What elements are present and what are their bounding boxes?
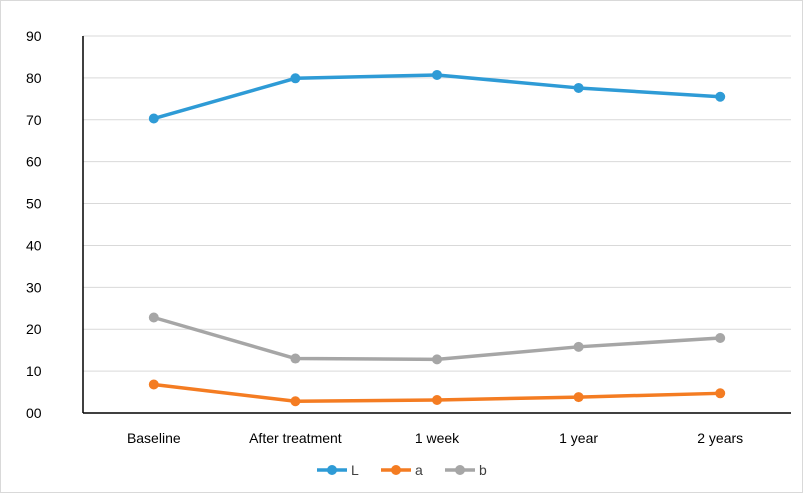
series-L [148, 69, 726, 124]
x-tick-label: 1 year [559, 430, 598, 446]
axes [82, 36, 791, 414]
legend-item-a: a [381, 462, 423, 478]
data-point-L [573, 82, 584, 93]
y-tick-labels: 00 10 20 30 40 50 60 70 80 90 [26, 28, 42, 421]
legend-swatch-marker [391, 465, 401, 475]
series-b [148, 312, 726, 365]
x-tick-label: After treatment [249, 430, 342, 446]
x-tick-label: Baseline [127, 430, 181, 446]
data-point-L [715, 91, 726, 102]
legend-item-b: b [445, 462, 487, 478]
gridlines [83, 35, 791, 372]
x-tick-label: 2 years [697, 430, 743, 446]
data-point-L [148, 113, 159, 124]
data-point-b [573, 341, 584, 352]
legend-swatch-marker [327, 465, 337, 475]
y-tick-label: 50 [26, 196, 42, 212]
x-tick-label: 1 week [415, 430, 460, 446]
series-line-L [152, 73, 722, 121]
legend-label: a [415, 462, 423, 478]
y-tick-label: 20 [26, 321, 42, 337]
y-tick-label: 90 [26, 28, 42, 44]
data-point-b [148, 312, 159, 323]
y-tick-label: 00 [26, 405, 42, 421]
data-point-L [432, 69, 442, 80]
x-tick-labels: Baseline After treatment 1 week 1 year 2 yea… [127, 430, 743, 446]
data-point-a [715, 388, 726, 399]
data-point-a [573, 392, 584, 403]
y-tick-label: 10 [26, 363, 42, 379]
series-line-b [152, 315, 722, 362]
series-layer [148, 69, 726, 407]
data-point-b [290, 353, 301, 364]
data-point-L [290, 73, 301, 84]
data-point-b [715, 333, 726, 344]
data-point-a [290, 396, 301, 407]
series-a [148, 379, 726, 407]
data-point-b [432, 354, 442, 365]
data-point-a [432, 395, 442, 406]
data-point-a [148, 379, 159, 390]
legend-label: L [351, 462, 359, 478]
y-tick-label: 80 [26, 70, 42, 86]
y-tick-label: 60 [26, 154, 42, 170]
legend-swatch-marker [455, 465, 465, 475]
y-tick-label: 40 [26, 237, 42, 253]
y-tick-label: 70 [26, 112, 42, 128]
legend-item-L: L [317, 462, 359, 478]
y-tick-label: 30 [26, 279, 42, 295]
legend-label: b [479, 462, 487, 478]
